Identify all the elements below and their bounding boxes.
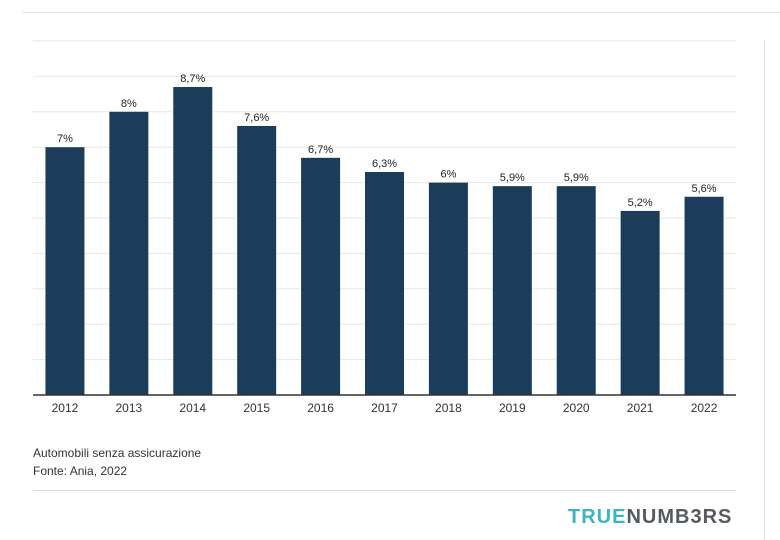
top-divider — [22, 12, 780, 13]
bar-2021 — [620, 210, 660, 395]
x-tick-label: 2014 — [179, 401, 206, 415]
x-tick-label: 2016 — [307, 401, 334, 415]
x-tick-label: 2013 — [116, 401, 143, 415]
bar-2016 — [301, 157, 341, 395]
x-tick-label: 2015 — [243, 401, 270, 415]
bar-2018 — [428, 182, 468, 395]
side-divider — [764, 40, 765, 540]
logo-part-numbers: NUMB3RS — [626, 506, 733, 528]
bar-2014 — [173, 87, 213, 396]
bar-2012 — [45, 147, 85, 395]
bar-2013 — [109, 111, 149, 396]
bar-value-label: 6,3% — [372, 158, 397, 170]
bar-value-label: 8% — [121, 98, 137, 110]
x-tick-label: 2019 — [499, 401, 526, 415]
x-tick-label: 2022 — [691, 401, 718, 415]
bar-value-label: 8,7% — [180, 73, 205, 85]
bar-value-label: 5,2% — [628, 197, 653, 209]
bar-value-label: 7% — [57, 133, 73, 145]
bar-value-label: 6,7% — [308, 144, 333, 156]
x-tick-label: 2021 — [627, 401, 654, 415]
bar-value-label: 6% — [440, 169, 456, 181]
x-tick-label: 2020 — [563, 401, 590, 415]
bar-2015 — [237, 125, 277, 396]
chart-caption: Automobili senza assicurazione — [33, 446, 202, 460]
bar-2019 — [492, 186, 532, 395]
x-tick-label: 2017 — [371, 401, 398, 415]
logo-part-true: TRUE — [568, 506, 627, 528]
bar-2020 — [556, 186, 596, 395]
bar-value-label: 5,6% — [692, 183, 717, 195]
bar-chart: 7% 2012 8% 2013 8,7% 2014 7,6% 2015 6,7% 2016 6,3%… — [33, 40, 736, 415]
x-tick-label: 2012 — [52, 401, 79, 415]
x-tick-label: 2018 — [435, 401, 462, 415]
bar-value-label: 5,9% — [564, 172, 589, 184]
truenumbers-logo: TRUENUMB3RS — [568, 506, 732, 529]
chart-source: Fonte: Ania, 2022 — [33, 464, 128, 478]
bar-2017 — [365, 171, 404, 395]
bar-value-label: 7,6% — [244, 112, 269, 124]
bar-2022 — [684, 196, 724, 395]
footer-divider — [33, 490, 736, 491]
bar-value-label: 5,9% — [500, 172, 525, 184]
